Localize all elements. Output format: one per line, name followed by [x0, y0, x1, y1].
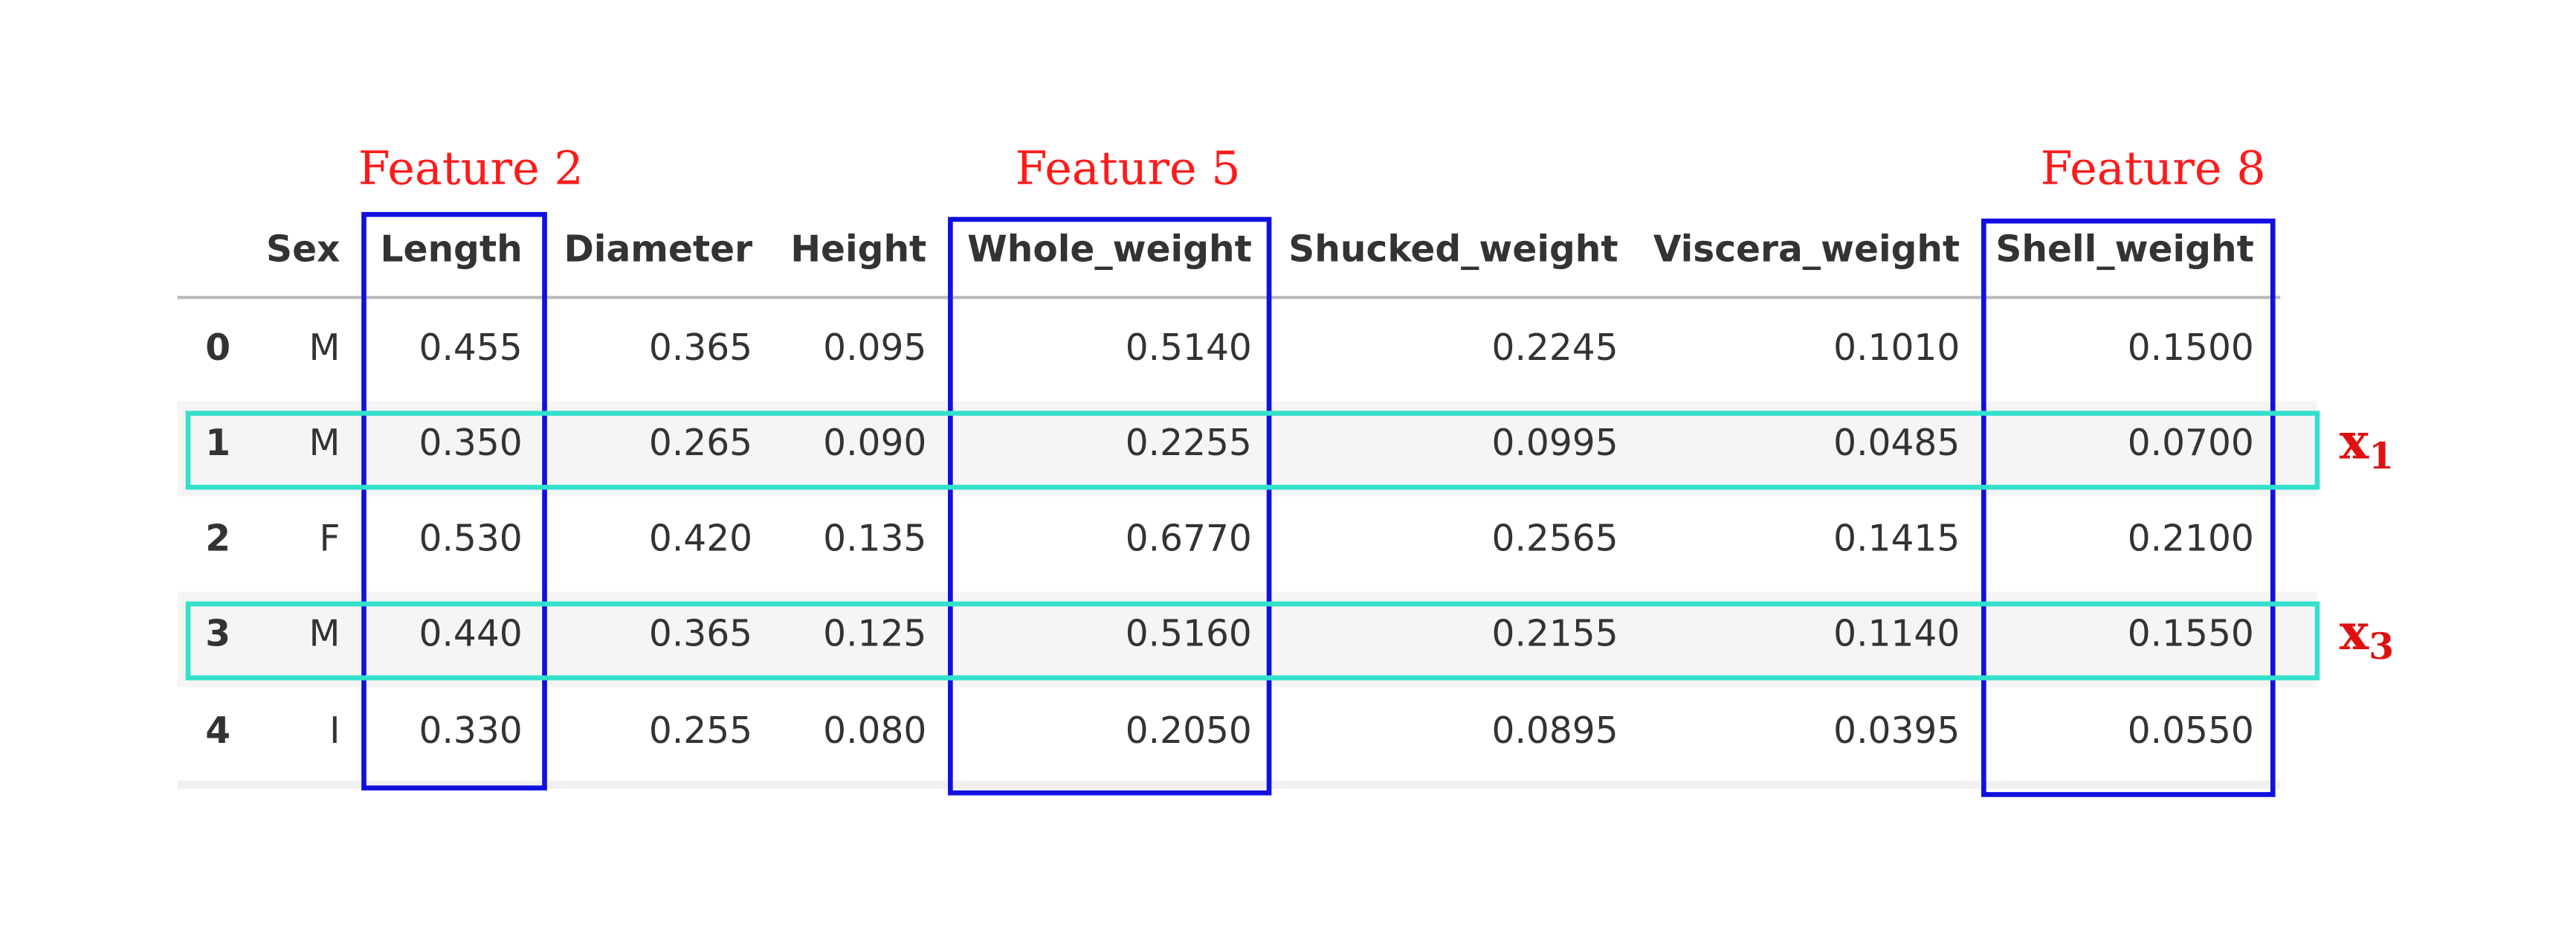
row-index: 0	[205, 328, 231, 370]
cell-shucked-weight: 0.2245	[1491, 328, 1618, 370]
cell-height: 0.080	[823, 711, 927, 753]
cell-shell-weight: 0.0700	[2127, 424, 2254, 466]
cell-length: 0.350	[419, 424, 523, 466]
feature-2-box	[361, 212, 547, 791]
cell-length: 0.440	[419, 614, 523, 656]
cell-shell-weight: 0.1550	[2127, 614, 2254, 656]
header-rule	[177, 295, 2281, 300]
row-stripe	[177, 401, 2317, 497]
row-label-x1-sub: 1	[2369, 435, 2395, 479]
row-label-x3-base: x	[2339, 605, 2369, 663]
cell-whole-weight: 0.6770	[1125, 519, 1252, 561]
row-index: 1	[205, 424, 231, 466]
row-label-x3: x3	[2340, 609, 2395, 669]
cell-sex: M	[309, 328, 340, 370]
cell-shell-weight: 0.0550	[2127, 711, 2254, 753]
cell-whole-weight: 0.5140	[1125, 328, 1252, 370]
row-label-x1-base: x	[2339, 413, 2369, 472]
cell-whole-weight: 0.5160	[1125, 614, 1252, 656]
cell-shucked-weight: 0.0995	[1491, 424, 1618, 466]
cell-shucked-weight: 0.0895	[1491, 711, 1618, 753]
row-3-box	[185, 601, 2320, 680]
cell-sex: F	[319, 519, 340, 561]
cell-shell-weight: 0.1500	[2127, 328, 2254, 370]
cell-whole-weight: 0.2050	[1125, 711, 1252, 753]
cell-viscera-weight: 0.0485	[1833, 424, 1960, 466]
feature-8-label: Feature 8	[2040, 141, 2266, 196]
cell-length: 0.455	[419, 328, 523, 370]
header-diameter: Diameter	[564, 230, 753, 271]
cell-height: 0.125	[823, 614, 927, 656]
row-1-box	[185, 410, 2320, 490]
cell-sex: M	[309, 424, 340, 466]
cell-viscera-weight: 0.0395	[1833, 711, 1960, 753]
header-sex: Sex	[266, 230, 340, 271]
header-shucked-weight: Shucked_weight	[1288, 230, 1618, 271]
header-shell-weight: Shell_weight	[1995, 230, 2254, 271]
row-index: 2	[205, 519, 231, 561]
cell-diameter: 0.365	[648, 614, 753, 656]
cell-length: 0.330	[419, 711, 523, 753]
cell-sex: M	[309, 614, 340, 656]
header-viscera-weight: Viscera_weight	[1653, 230, 1960, 271]
row-label-x1: x1	[2340, 418, 2394, 474]
cell-diameter: 0.255	[648, 711, 753, 753]
cell-shucked-weight: 0.2565	[1491, 519, 1618, 561]
row-index: 4	[205, 711, 231, 753]
cell-length: 0.530	[419, 519, 523, 561]
row-stripe	[177, 591, 2317, 687]
header-whole-weight: Whole_weight	[967, 230, 1252, 271]
header-height: Height	[790, 230, 927, 271]
cell-height: 0.135	[823, 519, 927, 561]
cell-diameter: 0.265	[648, 424, 753, 466]
cell-shucked-weight: 0.2155	[1491, 614, 1618, 656]
feature-5-label: Feature 5	[1015, 141, 1241, 196]
row-label-x3-sub: 3	[2369, 625, 2395, 669]
cell-viscera-weight: 0.1415	[1833, 519, 1960, 561]
cell-viscera-weight: 0.1140	[1833, 614, 1960, 656]
row-index: 3	[205, 614, 231, 656]
feature-5-box	[948, 216, 1272, 796]
cell-sex: I	[329, 711, 340, 753]
header-length: Length	[380, 230, 523, 271]
table-bottom-rule	[177, 780, 2281, 789]
cell-height: 0.090	[823, 424, 927, 466]
cell-diameter: 0.420	[648, 519, 753, 561]
cell-whole-weight: 0.2255	[1125, 424, 1252, 466]
cell-shell-weight: 0.2100	[2127, 519, 2254, 561]
feature-8-box	[1981, 218, 2276, 797]
feature-2-label: Feature 2	[358, 141, 584, 196]
cell-viscera-weight: 0.1010	[1833, 328, 1960, 370]
cell-diameter: 0.365	[648, 328, 753, 370]
cell-height: 0.095	[823, 328, 927, 370]
